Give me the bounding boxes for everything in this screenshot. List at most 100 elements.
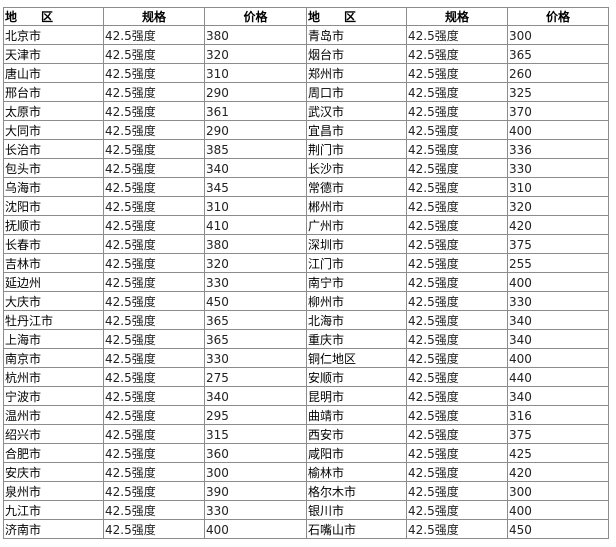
cell-region: 铜仁地区: [306, 348, 407, 368]
table-row: 大庆市 42.5强度 450 柳州市 42.5强度 330: [3, 291, 609, 311]
cell-region: 烟台市: [306, 44, 407, 64]
header-price: 价格: [507, 7, 609, 26]
cell-price: 300: [204, 462, 307, 482]
cell-spec: 42.5强度: [406, 196, 508, 216]
table-row: 杭州市 42.5强度 275 安顺市 42.5强度 440: [3, 367, 609, 387]
cell-price: 450: [507, 519, 609, 539]
cell-spec: 42.5强度: [406, 253, 508, 273]
table-row: 牡丹江市 42.5强度 365 北海市 42.5强度 340: [3, 310, 609, 330]
cell-region: 乌海市: [3, 177, 104, 197]
cell-region: 武汉市: [306, 101, 407, 121]
cell-spec: 42.5强度: [103, 462, 205, 482]
cell-price: 340: [507, 386, 609, 406]
cell-price: 365: [204, 310, 307, 330]
cell-region: 北海市: [306, 310, 407, 330]
cell-region: 南京市: [3, 348, 104, 368]
cell-price: 255: [507, 253, 609, 273]
cell-spec: 42.5强度: [406, 215, 508, 235]
cell-price: 325: [507, 82, 609, 102]
cell-spec: 42.5强度: [103, 101, 205, 121]
cell-price: 361: [204, 101, 307, 121]
cell-price: 340: [204, 386, 307, 406]
cell-region: 长治市: [3, 139, 104, 159]
cell-region: 周口市: [306, 82, 407, 102]
cell-spec: 42.5强度: [406, 272, 508, 292]
cell-region: 济南市: [3, 519, 104, 539]
cell-spec: 42.5强度: [103, 253, 205, 273]
table-row: 九江市 42.5强度 330 银川市 42.5强度 400: [3, 500, 609, 520]
header-price: 价格: [204, 7, 307, 26]
cell-region: 泉州市: [3, 481, 104, 501]
table-row: 长春市 42.5强度 380 深圳市 42.5强度 375: [3, 234, 609, 254]
table-row: 大同市 42.5强度 290 宜昌市 42.5强度 400: [3, 120, 609, 140]
cell-price: 315: [204, 424, 307, 444]
cell-region: 九江市: [3, 500, 104, 520]
cell-region: 邢台市: [3, 82, 104, 102]
cell-region: 荆门市: [306, 139, 407, 159]
cell-spec: 42.5强度: [406, 500, 508, 520]
cell-spec: 42.5强度: [103, 519, 205, 539]
cell-region: 南宁市: [306, 272, 407, 292]
table-row: 抚顺市 42.5强度 410 广州市 42.5强度 420: [3, 215, 609, 235]
table-row: 绍兴市 42.5强度 315 西安市 42.5强度 375: [3, 424, 609, 444]
table-row: 宁波市 42.5强度 340 昆明市 42.5强度 340: [3, 386, 609, 406]
cell-price: 320: [204, 44, 307, 64]
cell-region: 江门市: [306, 253, 407, 273]
cell-spec: 42.5强度: [103, 500, 205, 520]
cell-spec: 42.5强度: [103, 348, 205, 368]
table-row: 济南市 42.5强度 400 石嘴山市 42.5强度 450: [3, 519, 609, 539]
cell-price: 400: [507, 348, 609, 368]
cell-spec: 42.5强度: [103, 481, 205, 501]
cell-price: 320: [507, 196, 609, 216]
cell-spec: 42.5强度: [406, 234, 508, 254]
cell-price: 295: [204, 405, 307, 425]
cell-region: 天津市: [3, 44, 104, 64]
cell-price: 330: [507, 291, 609, 311]
cell-spec: 42.5强度: [103, 63, 205, 83]
cell-region: 安庆市: [3, 462, 104, 482]
cell-price: 370: [507, 101, 609, 121]
cell-price: 310: [204, 196, 307, 216]
cell-spec: 42.5强度: [103, 177, 205, 197]
table-row: 邢台市 42.5强度 290 周口市 42.5强度 325: [3, 82, 609, 102]
cell-price: 330: [204, 348, 307, 368]
cell-region: 包头市: [3, 158, 104, 178]
cell-region: 青岛市: [306, 25, 407, 45]
cell-spec: 42.5强度: [103, 272, 205, 292]
cell-price: 380: [204, 25, 307, 45]
header-row: 地 区 规格 价格 地 区 规格 价格: [3, 7, 609, 26]
cell-spec: 42.5强度: [406, 101, 508, 121]
table-row: 沈阳市 42.5强度 310 郴州市 42.5强度 320: [3, 196, 609, 216]
cell-spec: 42.5强度: [406, 158, 508, 178]
table-row: 温州市 42.5强度 295 曲靖市 42.5强度 316: [3, 405, 609, 425]
cell-spec: 42.5强度: [406, 139, 508, 159]
cell-spec: 42.5强度: [103, 443, 205, 463]
cell-spec: 42.5强度: [406, 443, 508, 463]
cell-price: 330: [204, 272, 307, 292]
cell-spec: 42.5强度: [406, 177, 508, 197]
cell-price: 365: [204, 329, 307, 349]
cell-price: 310: [507, 177, 609, 197]
cell-price: 300: [507, 25, 609, 45]
cell-region: 昆明市: [306, 386, 407, 406]
cell-region: 北京市: [3, 25, 104, 45]
cell-price: 336: [507, 139, 609, 159]
cell-spec: 42.5强度: [406, 348, 508, 368]
header-spec: 规格: [103, 7, 205, 26]
cell-price: 400: [507, 272, 609, 292]
cell-price: 450: [204, 291, 307, 311]
cell-price: 380: [204, 234, 307, 254]
cell-region: 西安市: [306, 424, 407, 444]
table-row: 上海市 42.5强度 365 重庆市 42.5强度 340: [3, 329, 609, 349]
table-row: 乌海市 42.5强度 345 常德市 42.5强度 310: [3, 177, 609, 197]
cell-spec: 42.5强度: [103, 120, 205, 140]
cell-region: 长沙市: [306, 158, 407, 178]
cell-spec: 42.5强度: [103, 234, 205, 254]
cell-price: 260: [507, 63, 609, 83]
cell-price: 340: [507, 310, 609, 330]
cell-region: 石嘴山市: [306, 519, 407, 539]
cell-spec: 42.5强度: [406, 120, 508, 140]
cell-spec: 42.5强度: [406, 63, 508, 83]
table-row: 吉林市 42.5强度 320 江门市 42.5强度 255: [3, 253, 609, 273]
cell-spec: 42.5强度: [103, 25, 205, 45]
